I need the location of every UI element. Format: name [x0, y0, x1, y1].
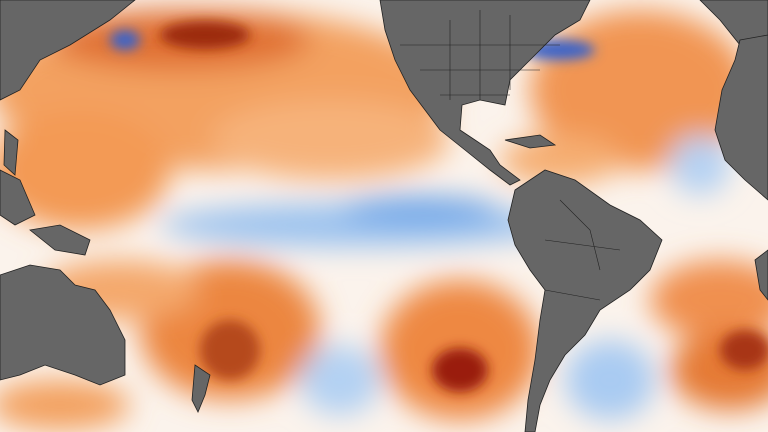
- new-zealand: [191, 364, 211, 413]
- strong-cool-anomaly: [110, 30, 140, 50]
- asia: [0, 0, 136, 101]
- country-borders: [544, 199, 621, 301]
- strong-warm-anomaly: [200, 320, 260, 380]
- anomaly-cores: [110, 21, 768, 392]
- north-america: [379, 0, 591, 186]
- cuba: [504, 134, 557, 149]
- warm-anomaly: [210, 100, 450, 180]
- strong-warm-anomaly: [160, 21, 250, 49]
- philippines: [3, 129, 19, 176]
- warm-anomaly: [650, 260, 768, 340]
- political-borders: [400, 10, 621, 301]
- australia: [0, 264, 126, 386]
- state-borders: [400, 10, 560, 100]
- warm-anomaly: [0, 110, 170, 230]
- africa: [714, 34, 768, 201]
- warm-anomaly: [0, 380, 130, 430]
- cool-anomaly: [565, 340, 655, 420]
- strong-warm-anomaly: [720, 330, 768, 370]
- madagascar-edge: [754, 249, 768, 301]
- cool-anomaly: [300, 345, 380, 415]
- strong-warm-anomaly: [432, 348, 488, 392]
- cool-anomaly: [670, 135, 730, 195]
- indonesia: [0, 169, 36, 226]
- new-guinea: [29, 224, 91, 256]
- cool-anomaly: [340, 196, 500, 224]
- south-america: [507, 169, 663, 432]
